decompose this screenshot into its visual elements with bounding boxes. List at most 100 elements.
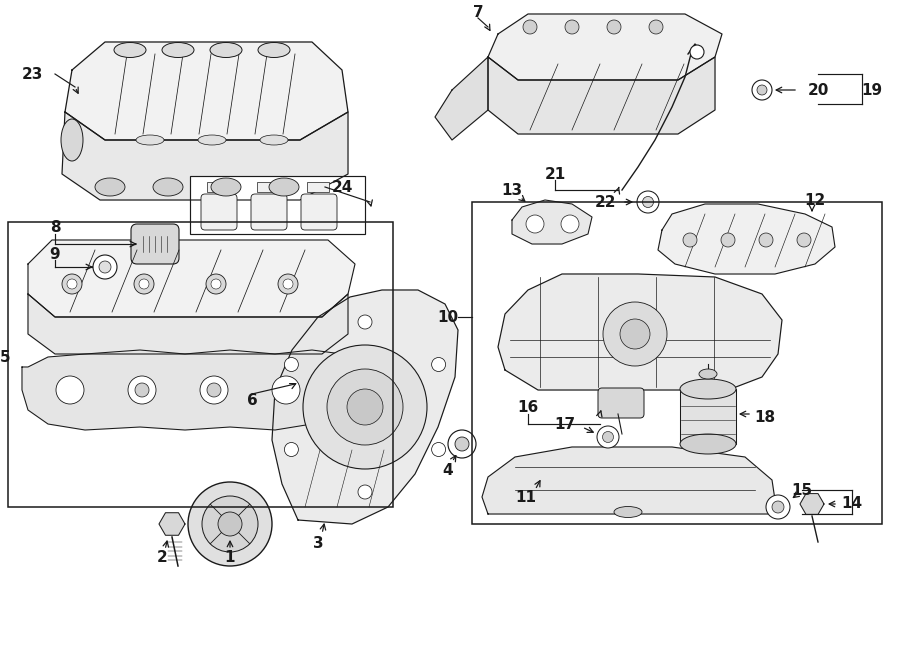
Text: 1: 1 (225, 549, 235, 565)
Circle shape (284, 357, 299, 371)
Circle shape (565, 20, 579, 34)
Circle shape (448, 430, 476, 458)
Ellipse shape (210, 42, 242, 58)
Text: 7: 7 (472, 5, 483, 19)
Ellipse shape (136, 135, 164, 145)
Circle shape (128, 376, 156, 404)
Text: 10: 10 (437, 310, 459, 324)
Polygon shape (482, 447, 775, 514)
Bar (307, 182, 329, 192)
Ellipse shape (153, 178, 183, 196)
Circle shape (757, 85, 767, 95)
Circle shape (207, 383, 221, 397)
Text: 13: 13 (501, 183, 523, 197)
Circle shape (752, 80, 772, 100)
Circle shape (56, 376, 84, 404)
Circle shape (218, 512, 242, 536)
Circle shape (683, 233, 697, 247)
Ellipse shape (269, 178, 299, 196)
Circle shape (188, 482, 272, 566)
Polygon shape (22, 350, 352, 430)
Ellipse shape (699, 369, 717, 379)
Circle shape (278, 274, 298, 294)
Text: 21: 21 (544, 167, 565, 181)
Ellipse shape (198, 135, 226, 145)
Text: 15: 15 (791, 483, 813, 498)
Polygon shape (488, 14, 722, 80)
Circle shape (455, 437, 469, 451)
Circle shape (561, 215, 579, 233)
Polygon shape (435, 57, 488, 140)
Circle shape (206, 274, 226, 294)
Ellipse shape (258, 42, 290, 58)
Circle shape (597, 426, 619, 448)
Text: 12: 12 (805, 193, 825, 207)
Text: 22: 22 (594, 195, 616, 209)
Polygon shape (65, 42, 348, 140)
Circle shape (135, 383, 149, 397)
Bar (257, 182, 279, 192)
Text: 24: 24 (331, 179, 353, 195)
Text: 5: 5 (0, 350, 11, 365)
Ellipse shape (211, 178, 241, 196)
Text: 14: 14 (842, 496, 862, 512)
Text: 11: 11 (515, 489, 536, 504)
Circle shape (284, 442, 299, 457)
Ellipse shape (114, 42, 146, 58)
Text: 19: 19 (861, 83, 883, 97)
Ellipse shape (95, 178, 125, 196)
Circle shape (759, 233, 773, 247)
Text: 20: 20 (807, 83, 829, 97)
Polygon shape (272, 290, 458, 524)
Ellipse shape (680, 379, 736, 399)
Circle shape (134, 274, 154, 294)
FancyBboxPatch shape (131, 224, 179, 264)
Ellipse shape (260, 135, 288, 145)
Circle shape (99, 261, 111, 273)
Circle shape (772, 501, 784, 513)
Circle shape (620, 319, 650, 349)
Polygon shape (28, 240, 355, 317)
Polygon shape (62, 112, 348, 200)
Circle shape (347, 389, 383, 425)
Text: 23: 23 (22, 66, 42, 81)
FancyBboxPatch shape (201, 194, 237, 230)
Circle shape (602, 432, 614, 442)
Text: 17: 17 (554, 416, 576, 432)
Circle shape (721, 233, 735, 247)
Circle shape (637, 191, 659, 213)
Polygon shape (159, 513, 185, 536)
Circle shape (607, 20, 621, 34)
Circle shape (766, 495, 790, 519)
Circle shape (62, 274, 82, 294)
Circle shape (272, 376, 300, 404)
Ellipse shape (614, 506, 642, 518)
Bar (8, 222, 393, 507)
Circle shape (358, 315, 372, 329)
Circle shape (67, 279, 77, 289)
Circle shape (327, 369, 403, 445)
Text: 4: 4 (443, 463, 454, 477)
Circle shape (649, 20, 663, 34)
Circle shape (603, 302, 667, 366)
Circle shape (690, 45, 704, 59)
Text: 16: 16 (518, 399, 538, 414)
Circle shape (432, 357, 446, 371)
Polygon shape (512, 200, 592, 244)
Circle shape (303, 345, 427, 469)
Text: 9: 9 (50, 246, 60, 261)
Polygon shape (488, 57, 715, 134)
Polygon shape (658, 204, 835, 274)
Text: 8: 8 (50, 220, 60, 234)
Circle shape (283, 279, 293, 289)
Circle shape (202, 496, 258, 552)
Text: 3: 3 (312, 536, 323, 551)
Circle shape (643, 197, 653, 207)
Polygon shape (28, 294, 348, 354)
Ellipse shape (680, 434, 736, 454)
FancyBboxPatch shape (251, 194, 287, 230)
Circle shape (797, 233, 811, 247)
Polygon shape (800, 494, 824, 514)
Circle shape (139, 279, 149, 289)
Text: 18: 18 (754, 410, 776, 424)
